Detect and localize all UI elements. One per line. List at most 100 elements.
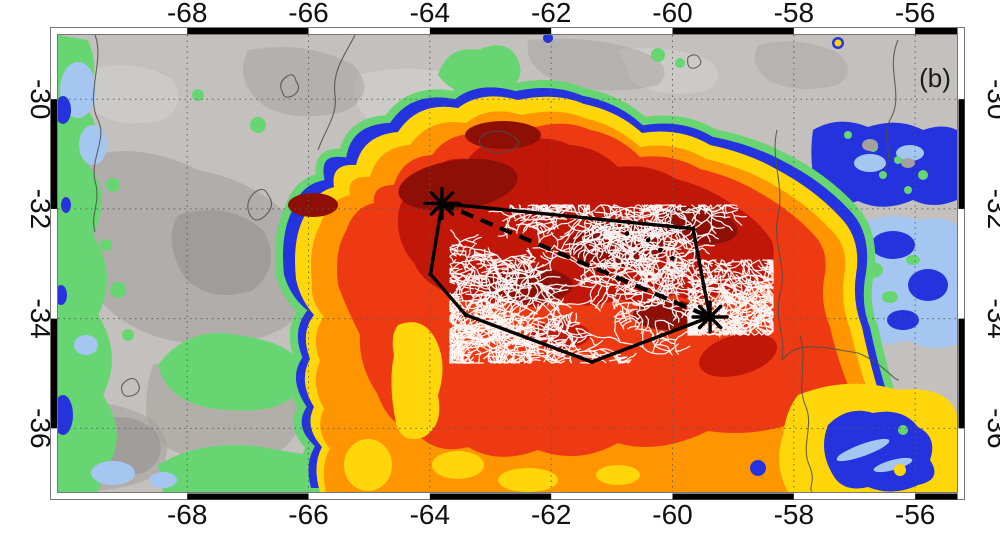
lightning-flash — [711, 225, 725, 229]
lightning-flash — [503, 283, 518, 286]
lightning-flash — [473, 343, 482, 353]
lightning-flash — [720, 323, 732, 329]
lightning-flash — [557, 234, 571, 241]
lightning-flash — [743, 262, 753, 271]
lightning-flash — [449, 313, 462, 330]
lightning-flash — [515, 335, 525, 343]
lightning-flash — [755, 305, 767, 312]
polygon-vertex-dot — [589, 359, 595, 365]
lightning-flash — [467, 330, 479, 338]
lat-lon-gridlines — [58, 35, 957, 492]
lightning-flash — [567, 224, 586, 233]
lightning-flash — [521, 260, 533, 270]
lightning-flash — [540, 255, 551, 263]
lightning-flash — [634, 259, 686, 266]
frame-bar — [958, 318, 965, 429]
lightning-flash — [670, 235, 677, 246]
lightning-flash — [676, 283, 684, 290]
frame-inner-line — [57, 34, 958, 493]
lightning-flash — [607, 243, 612, 254]
lightning-flash — [655, 229, 662, 241]
lightning-flash — [449, 275, 491, 290]
lightning-flash — [594, 228, 607, 234]
lightning-flash — [547, 355, 558, 362]
lightning-flash — [684, 250, 696, 258]
lightning-flash — [508, 350, 526, 363]
lightning-flash — [620, 317, 631, 324]
lightning-flash — [449, 259, 457, 268]
lightning-flash — [735, 274, 741, 284]
lightning-flash — [622, 320, 632, 327]
lightning-flash — [752, 300, 766, 303]
lightning-flash — [610, 259, 621, 265]
lightning-flash — [709, 233, 720, 240]
lightning-flash — [520, 256, 527, 264]
lightning-flash — [462, 325, 482, 338]
map-frame — [50, 27, 965, 500]
lightning-flash — [575, 327, 584, 339]
lightning-flash — [725, 204, 739, 210]
lightning-flash — [584, 250, 591, 262]
lightning-flash — [467, 351, 472, 363]
lon-tick-label-bottom: -68 — [167, 499, 207, 530]
lightning-flash — [681, 265, 688, 272]
lightning-flash — [745, 285, 774, 336]
lightning-flash — [552, 299, 575, 344]
lightning-flash — [746, 286, 774, 304]
lightning-flash — [451, 347, 463, 353]
lightning-flash — [519, 276, 530, 287]
lightning-flash — [625, 218, 637, 269]
lightning-flash — [591, 353, 603, 358]
lightning-flash — [643, 252, 668, 263]
lightning-flash — [535, 281, 570, 329]
frame-bar — [51, 99, 57, 209]
lightning-flash — [738, 290, 758, 296]
lightning-flash — [555, 204, 571, 209]
frame-bar — [958, 99, 965, 209]
lightning-flash — [621, 305, 624, 317]
lightning-flash — [665, 264, 681, 285]
lat-tick-label-left: -30 — [25, 79, 56, 119]
lightning-flash — [667, 261, 696, 267]
lightning-flash — [613, 312, 624, 318]
lightning-flash — [449, 361, 474, 364]
asterisk-marker — [691, 300, 729, 334]
lightning-flash — [525, 354, 532, 364]
country-border-lines — [92, 35, 900, 492]
lightning-flash — [747, 278, 756, 285]
lightning-flash — [457, 234, 479, 246]
lightning-flash — [543, 224, 555, 233]
lightning-flash — [637, 236, 664, 261]
lightning-flash — [660, 230, 678, 241]
lightning-flash — [765, 325, 774, 336]
lightning-flash — [554, 247, 574, 253]
lightning-flash — [635, 319, 644, 331]
lightning-flash — [488, 312, 497, 321]
lightning-flash — [469, 321, 475, 332]
lightning-flash — [520, 315, 527, 323]
lightning-flash — [510, 312, 515, 324]
lightning-flash — [583, 227, 594, 242]
lightning-flash — [590, 243, 597, 253]
lightning-flash — [610, 253, 615, 268]
lightning-flash — [731, 211, 743, 226]
lightning-flash — [656, 275, 669, 304]
lightning-flash — [541, 284, 556, 331]
lightning-flash — [764, 268, 774, 272]
analysis-polygon — [428, 201, 712, 364]
lightning-flash — [738, 319, 754, 331]
lightning-flash — [713, 331, 724, 336]
lightning-flash — [474, 339, 488, 343]
lightning-flash — [638, 247, 657, 256]
lightning-flash — [658, 339, 669, 346]
lightning-flash — [667, 283, 681, 287]
lightning-flash — [488, 338, 495, 358]
lightning-flash — [471, 236, 482, 243]
lightning-flash — [765, 314, 774, 320]
lightning-flash — [597, 275, 602, 285]
lightning-flash — [497, 232, 510, 237]
lightning-flash — [704, 259, 729, 284]
lightning-flash — [624, 286, 637, 292]
lightning-flash — [624, 213, 635, 218]
lightning-flash — [614, 315, 629, 320]
